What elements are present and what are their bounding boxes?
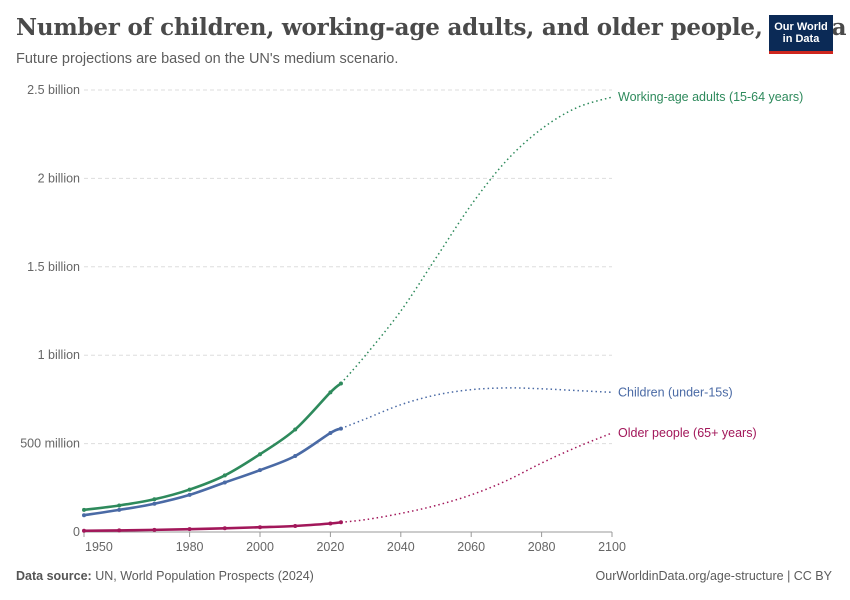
- series-label: Working-age adults (15-64 years): [618, 90, 803, 104]
- data-source: Data source: UN, World Population Prospe…: [16, 569, 314, 583]
- data-point: [222, 526, 227, 531]
- chart-subtitle: Future projections are based on the UN's…: [16, 51, 399, 67]
- line-chart: 0 500 million 1 billion 1.5 billion 2 billio…: [20, 83, 803, 554]
- data-point: [328, 430, 333, 435]
- logo-line-2: in Data: [782, 33, 820, 45]
- logo-line-1: Our World: [774, 21, 828, 33]
- series-line-projection: [340, 96, 613, 384]
- y-tick-label: 2 billion: [38, 171, 80, 185]
- data-point: [258, 468, 262, 473]
- y-tick-label: 1 billion: [38, 348, 80, 362]
- data-point: [117, 503, 122, 508]
- data-point: [293, 427, 298, 432]
- series-label: Children (under-15s): [618, 385, 733, 399]
- y-tick-label: 500 million: [20, 437, 80, 451]
- series-line-historical: [83, 520, 342, 533]
- data-point: [117, 507, 122, 512]
- data-point: [222, 480, 227, 485]
- data-point: [152, 501, 157, 506]
- data-point: [187, 492, 192, 497]
- data-point: [152, 527, 157, 532]
- data-point: [258, 452, 262, 457]
- series-label: Older people (65+ years): [618, 426, 757, 440]
- x-tick-label: 1950: [85, 540, 113, 554]
- series-line-historical: [83, 427, 342, 517]
- data-point: [187, 527, 192, 532]
- chart-title: Number of children, working-age adults, …: [16, 14, 847, 41]
- data-point: [293, 453, 298, 458]
- x-tick-label: 2000: [246, 540, 274, 554]
- x-tick-label: 2080: [528, 540, 556, 554]
- data-point: [117, 528, 122, 533]
- data-point: [258, 525, 262, 530]
- y-tick-label: 2.5 billion: [27, 83, 80, 97]
- x-tick-label: 2040: [387, 540, 415, 554]
- x-tick-label: 2100: [598, 540, 626, 554]
- data-point: [293, 523, 298, 528]
- data-point: [82, 513, 86, 518]
- x-tick-label: 2060: [457, 540, 485, 554]
- y-tick-label: 0: [73, 525, 80, 539]
- data-point: [328, 521, 333, 526]
- x-tick-label: 1980: [176, 540, 204, 554]
- data-point: [187, 487, 192, 492]
- data-point: [82, 528, 86, 533]
- data-point: [82, 507, 86, 512]
- data-point: [328, 390, 333, 395]
- source-text: UN, World Population Prospects (2024): [95, 569, 314, 583]
- source-label: Data source:: [16, 569, 92, 583]
- source-url-link[interactable]: OurWorldinData.org/age-structure | CC BY: [595, 569, 832, 583]
- data-point: [222, 473, 227, 478]
- series-line-projection: [340, 432, 613, 524]
- series-line-historical: [83, 382, 342, 512]
- y-tick-label: 1.5 billion: [27, 260, 80, 274]
- series-line-projection: [340, 387, 613, 430]
- x-tick-label: 2020: [316, 540, 344, 554]
- owid-logo[interactable]: Our World in Data: [769, 15, 833, 54]
- data-point: [152, 497, 157, 502]
